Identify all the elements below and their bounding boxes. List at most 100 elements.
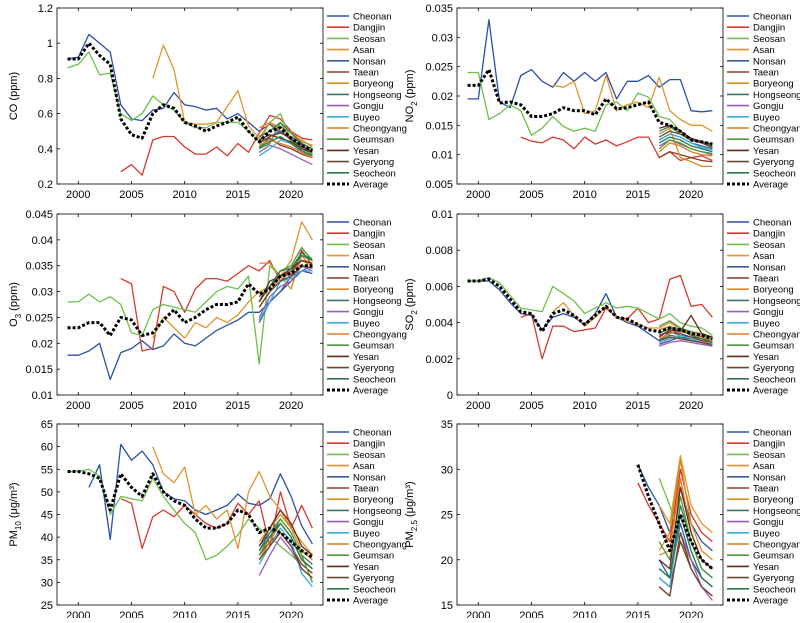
legend-label: Cheonan — [753, 218, 792, 229]
legend: CheonanDangjinSeosanAsanNonsanTaeanBorye… — [327, 218, 407, 397]
y-tick-label: 0.006 — [425, 281, 453, 293]
legend-label: Seocheon — [353, 584, 396, 595]
legend-label: Yesan — [353, 562, 379, 573]
legend-label: Asan — [753, 251, 775, 262]
legend-label: Taean — [753, 484, 779, 495]
legend-label: Average — [753, 180, 788, 191]
legend-label: Hongseong — [353, 506, 402, 517]
series-line-boryeong — [259, 254, 313, 290]
series-group — [636, 455, 714, 601]
legend-label: Seocheon — [753, 374, 796, 385]
y-tick-label: 0.02 — [32, 338, 53, 350]
legend-label: Dangjin — [353, 229, 385, 240]
legend-label: Gyeryong — [753, 573, 794, 584]
series-line-seocheon — [258, 135, 313, 157]
legend-label: Gyeryong — [753, 363, 794, 374]
y-axis-label: NO2 (ppm) — [404, 70, 419, 123]
series-line-gongju — [658, 340, 713, 347]
series-line-gyeryong — [658, 531, 713, 597]
legend-label: Yesan — [753, 562, 779, 573]
legend: CheonanDangjinSeosanAsanNonsanTaeanBorye… — [727, 428, 800, 607]
legend-label: Nonsan — [753, 56, 786, 67]
legend-label: Hongseong — [753, 506, 800, 517]
series-line-average — [467, 68, 713, 146]
series-line-boryeong — [258, 121, 313, 146]
legend-label: Gongju — [753, 101, 784, 112]
y-tick-label: 0.035 — [425, 3, 453, 15]
x-tick-label: 2010 — [172, 189, 196, 201]
legend-label: Seosan — [753, 240, 785, 251]
legend: CheonanDangjinSeosanAsanNonsanTaeanBorye… — [727, 218, 800, 397]
series-line-average — [67, 41, 314, 152]
series-line-cheonan — [637, 464, 713, 552]
y-tick-label: 30 — [41, 577, 53, 589]
series-line-asan — [152, 446, 313, 556]
series-line-yesan — [658, 314, 713, 338]
legend-label: Dangjin — [753, 439, 785, 450]
series-line-taean — [658, 151, 713, 163]
x-tick-label: 2015 — [626, 189, 650, 201]
x-tick-label: 2000 — [66, 189, 90, 201]
x-tick-label: 2010 — [572, 610, 596, 618]
x-tick-label: 2005 — [119, 189, 143, 201]
legend-label: Seocheon — [753, 584, 796, 595]
y-tick-label: 0.02 — [432, 91, 453, 103]
legend-label: Gongju — [353, 517, 384, 528]
legend-label: Seosan — [753, 34, 785, 45]
series-line-cheongyang — [658, 142, 713, 157]
legend-label: Hongseong — [753, 90, 800, 101]
y-axis-label: O3 (ppm) — [8, 282, 23, 327]
legend-label: Seosan — [353, 450, 385, 461]
chart-panel-5: 2000 2005 2010 2015 2020 25 30 35 40 45 50 55 60 65 PM… — [8, 419, 407, 622]
legend-label: Taean — [353, 274, 379, 285]
chart-panel-6: 2000 2005 2010 2015 2020 15 20 25 30 35 PM2.5 (μg/… — [404, 419, 800, 622]
plot-area — [57, 214, 323, 395]
y-tick-label: 0.01 — [32, 390, 53, 402]
legend-label: Buyeo — [753, 318, 780, 329]
y-tick-label: 35 — [41, 555, 53, 567]
legend-label: Boryeong — [353, 285, 394, 296]
y-tick-label: 0.01 — [432, 209, 453, 221]
series-line-cheongyang — [258, 139, 313, 159]
series-line-gyeryong — [258, 265, 313, 308]
legend-label: Gyeryong — [753, 157, 794, 168]
x-tick-label: 2000 — [66, 400, 90, 412]
legend-label: Cheonan — [753, 12, 792, 23]
series-line-geumsan — [658, 495, 713, 579]
legend-label: Dangjin — [753, 229, 785, 240]
legend-label: Geumsan — [353, 135, 394, 146]
series-line-taean — [658, 330, 713, 344]
legend-label: Dangjin — [753, 23, 785, 34]
legend-label: Seosan — [353, 240, 385, 251]
y-axis-label: PM2.5 (μg/m³) — [404, 481, 419, 547]
y-tick-label: 0.8 — [38, 73, 53, 85]
legend-label: Cheongyang — [753, 330, 800, 341]
y-tick-label: 15 — [441, 600, 453, 612]
legend-label: Hongseong — [353, 296, 402, 307]
series-line-average — [67, 264, 313, 337]
legend-label: Yesan — [753, 352, 779, 363]
series-line-average — [636, 464, 714, 570]
series-line-average — [67, 470, 314, 559]
series-line-gongju — [258, 144, 313, 166]
y-tick-label: 45 — [41, 510, 53, 522]
y-tick-label: 60 — [41, 442, 53, 454]
y-tick-label: 0.035 — [25, 261, 53, 273]
legend-label: Boryeong — [353, 79, 394, 90]
y-tick-label: 0.015 — [25, 364, 53, 376]
legend-label: Gyeryong — [353, 573, 394, 584]
legend-label: Boryeong — [753, 285, 794, 296]
y-tick-label: 1 — [47, 38, 53, 50]
legend-label: Asan — [753, 461, 775, 472]
series-group — [67, 443, 314, 588]
x-tick-label: 2005 — [519, 189, 543, 201]
plot-area — [57, 8, 323, 184]
legend-label: Cheonan — [353, 12, 392, 23]
x-tick-label: 2000 — [466, 610, 490, 618]
y-tick-label: 0.004 — [425, 318, 453, 330]
series-line-seocheon — [658, 513, 713, 588]
x-tick-label: 2020 — [679, 610, 703, 618]
legend: CheonanDangjinSeosanAsanNonsanTaeanBorye… — [327, 12, 407, 191]
series-line-asan — [552, 74, 713, 132]
